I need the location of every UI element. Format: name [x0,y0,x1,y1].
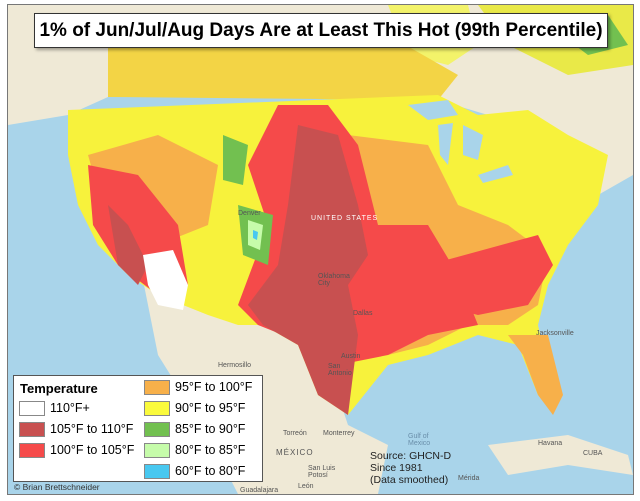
plains-105-110 [248,125,368,415]
legend-item: 95°F to 100°F [144,379,252,395]
map-label: León [298,483,314,490]
map-label: Monterrey [323,430,355,437]
map-label: Austin [341,353,361,360]
heat-map: Hermosillo Torreón Monterrey MÉXICO San … [7,4,634,495]
legend-item: 60°F to 80°F [144,463,245,479]
map-label: San Antonio [328,363,352,377]
colorado-60-80 [253,230,258,240]
map-label: CUBA [583,450,603,457]
cuba-land [488,435,633,475]
desert-110-plus [143,250,188,310]
map-label: Mérida [458,475,480,482]
map-label: Gulf of Mexico [408,433,431,447]
legend-item: 100°F to 105°F [19,442,134,458]
legend-item: 110°F+ [19,400,90,416]
valley-105-110 [108,205,148,285]
map-label: MÉXICO [276,448,314,457]
map-label: Dallas [353,310,373,317]
map-label: Hermosillo [218,362,252,369]
legend-item: 105°F to 110°F [19,421,133,437]
map-title: 1% of Jun/Jul/Aug Days Are at Least This… [34,13,608,48]
credit: © Brian Brettschneider [14,482,100,492]
map-label: Guadalajara [240,487,279,494]
map-graphic [8,5,633,494]
map-label: Oklahoma City [318,273,350,287]
rockies-85-90 [223,135,248,185]
great-lakes [408,100,513,183]
map-label: Havana [538,440,563,447]
map-label: San Luis Potosí [308,465,336,479]
canada-heat-orange [108,35,458,100]
legend-item: 90°F to 95°F [144,400,245,416]
map-label: Jacksonville [536,330,574,337]
mexico-land [138,255,388,494]
source-note: Source: GHCN-D Since 1981 (Data smoothed… [370,450,452,486]
legend-item: 80°F to 85°F [144,442,245,458]
southeast-100-105 [428,235,553,315]
florida-95-100 [508,335,563,415]
map-label: Torreón [283,430,307,437]
map-label: Denver [238,210,261,217]
map-label: UNITED STATES [311,215,379,222]
legend: Temperature 110°F+ 105°F to 110°F 100°F … [13,375,263,482]
legend-item: 85°F to 90°F [144,421,245,437]
legend-heading: Temperature [20,381,98,396]
